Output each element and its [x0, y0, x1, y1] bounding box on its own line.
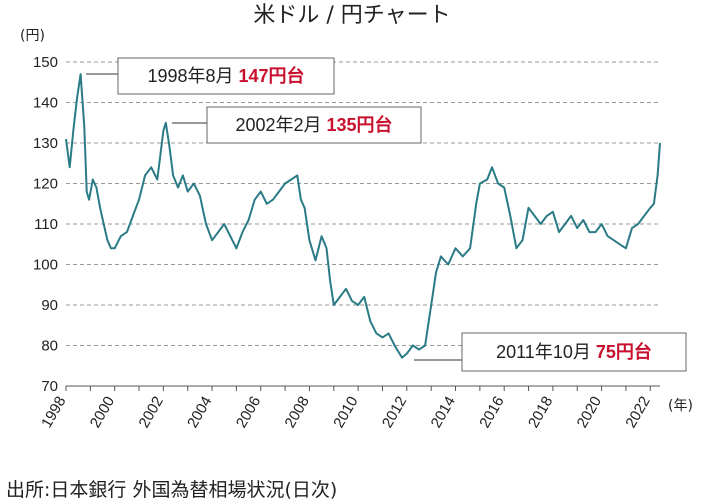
source-note: 出所:日本銀行 外国為替相場状況(日次): [6, 479, 337, 501]
annotation-date-3: 2011年10月: [496, 342, 596, 362]
x-tick-2020: 2020: [574, 394, 605, 431]
y-tick-140: 140: [33, 95, 58, 112]
x-tick-2004: 2004: [184, 394, 215, 431]
chart-title: 米ドル / 円チャート: [253, 3, 450, 28]
x-axis-unit: (年): [668, 398, 693, 414]
annotations: 1998年8月 147円台 2002年2月 135円台 2011年10月 75円台: [86, 57, 687, 372]
y-tick-100: 100: [33, 257, 58, 274]
annotation-text-2: 2002年2月 135円台: [235, 114, 392, 135]
series-line-usdjpy: [65, 73, 661, 359]
gridlines: [66, 61, 660, 346]
x-tick-2022: 2022: [622, 394, 653, 431]
annotation-box-3: [461, 332, 687, 372]
x-tick-2016: 2016: [476, 394, 507, 431]
y-tick-120: 120: [33, 176, 58, 193]
annotation-value-3: 75円台: [596, 341, 652, 362]
x-tick-2002: 2002: [135, 394, 166, 431]
annotation-box-2: [206, 106, 422, 144]
y-tick-90: 90: [41, 297, 58, 314]
x-tick-2012: 2012: [379, 394, 410, 431]
x-tick-marks: [65, 386, 651, 391]
x-tick-2010: 2010: [330, 394, 361, 431]
annotation-box-1: [117, 57, 335, 95]
x-tick-2000: 2000: [87, 394, 118, 431]
annotation-1: 1998年8月 147円台: [86, 57, 335, 95]
annotation-date-2: 2002年2月: [235, 115, 326, 135]
annotation-3: 2011年10月 75円台: [414, 332, 687, 372]
annotation-text-1: 1998年8月 147円台: [147, 65, 304, 86]
x-tick-2018: 2018: [525, 394, 556, 431]
x-tick-2014: 2014: [428, 394, 459, 431]
annotation-date-1: 1998年8月: [147, 66, 238, 86]
annotation-text-3: 2011年10月 75円台: [496, 341, 652, 362]
annotation-value-1: 147円台: [239, 65, 305, 86]
y-tick-150: 150: [33, 54, 58, 71]
x-tick-1998: 1998: [38, 394, 69, 431]
y-tick-70: 70: [41, 378, 58, 395]
y-axis-unit: (円): [20, 28, 45, 44]
annotation-2: 2002年2月 135円台: [172, 106, 422, 144]
annotation-value-2: 135円台: [327, 114, 393, 135]
x-tick-2008: 2008: [281, 394, 312, 431]
y-tick-labels: 70 80 90 100 110 120 130 140 150: [33, 54, 58, 395]
y-tick-80: 80: [41, 338, 58, 355]
x-tick-2006: 2006: [233, 394, 264, 431]
x-tick-labels: 1998 2000 2002 2004 2006 2008 2010 2012 2014 2016…: [38, 394, 654, 431]
y-tick-130: 130: [33, 135, 58, 152]
y-tick-110: 110: [34, 216, 58, 233]
